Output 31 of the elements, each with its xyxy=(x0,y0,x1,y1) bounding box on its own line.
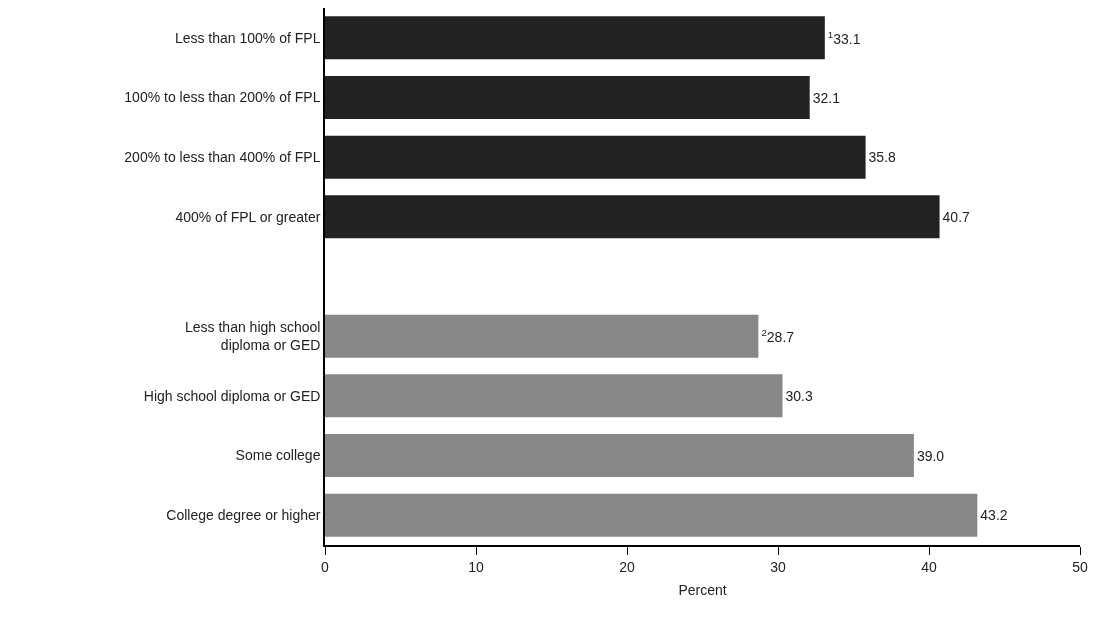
y-tick-label: 100% to less than 200% of FPL xyxy=(124,89,321,106)
bar xyxy=(325,135,866,179)
data-label: $^{1}$33.1 xyxy=(827,28,861,47)
data-label: $^{2}$28.7 xyxy=(761,327,795,346)
y-tick-label: Less than high school diploma or GED xyxy=(185,318,321,354)
data-label: 43.2 xyxy=(980,507,1008,524)
x-tick-label: 50 xyxy=(1072,558,1088,575)
x-tick-label: 0 xyxy=(321,558,330,575)
data-label: 32.1 xyxy=(812,89,841,106)
data-label: 39.0 xyxy=(916,447,945,464)
bar xyxy=(325,76,810,119)
bar xyxy=(325,195,940,239)
y-tick-label: High school diploma or GED xyxy=(143,387,321,404)
y-tick-label: Less than 100% of FPL xyxy=(174,29,321,46)
data-label: 30.3 xyxy=(785,387,813,404)
bar xyxy=(325,16,825,60)
y-tick-label: College degree or higher xyxy=(166,507,321,524)
y-tick-label: 400% of FPL or greater xyxy=(175,208,321,225)
data-label: 40.7 xyxy=(942,208,971,225)
bar xyxy=(325,314,759,358)
x-tick-label: 40 xyxy=(921,558,937,575)
x-tick-label: 30 xyxy=(770,558,786,575)
x-tick-label: 20 xyxy=(619,558,635,575)
y-tick-label: 200% to less than 400% of FPL xyxy=(124,149,321,166)
x-axis-title: Percent xyxy=(678,582,727,599)
bar xyxy=(325,493,978,537)
data-label: 35.8 xyxy=(868,149,897,166)
x-tick-label: 10 xyxy=(468,558,484,575)
y-tick-label: Some college xyxy=(235,447,321,464)
bar xyxy=(325,374,783,418)
bar xyxy=(325,434,914,477)
